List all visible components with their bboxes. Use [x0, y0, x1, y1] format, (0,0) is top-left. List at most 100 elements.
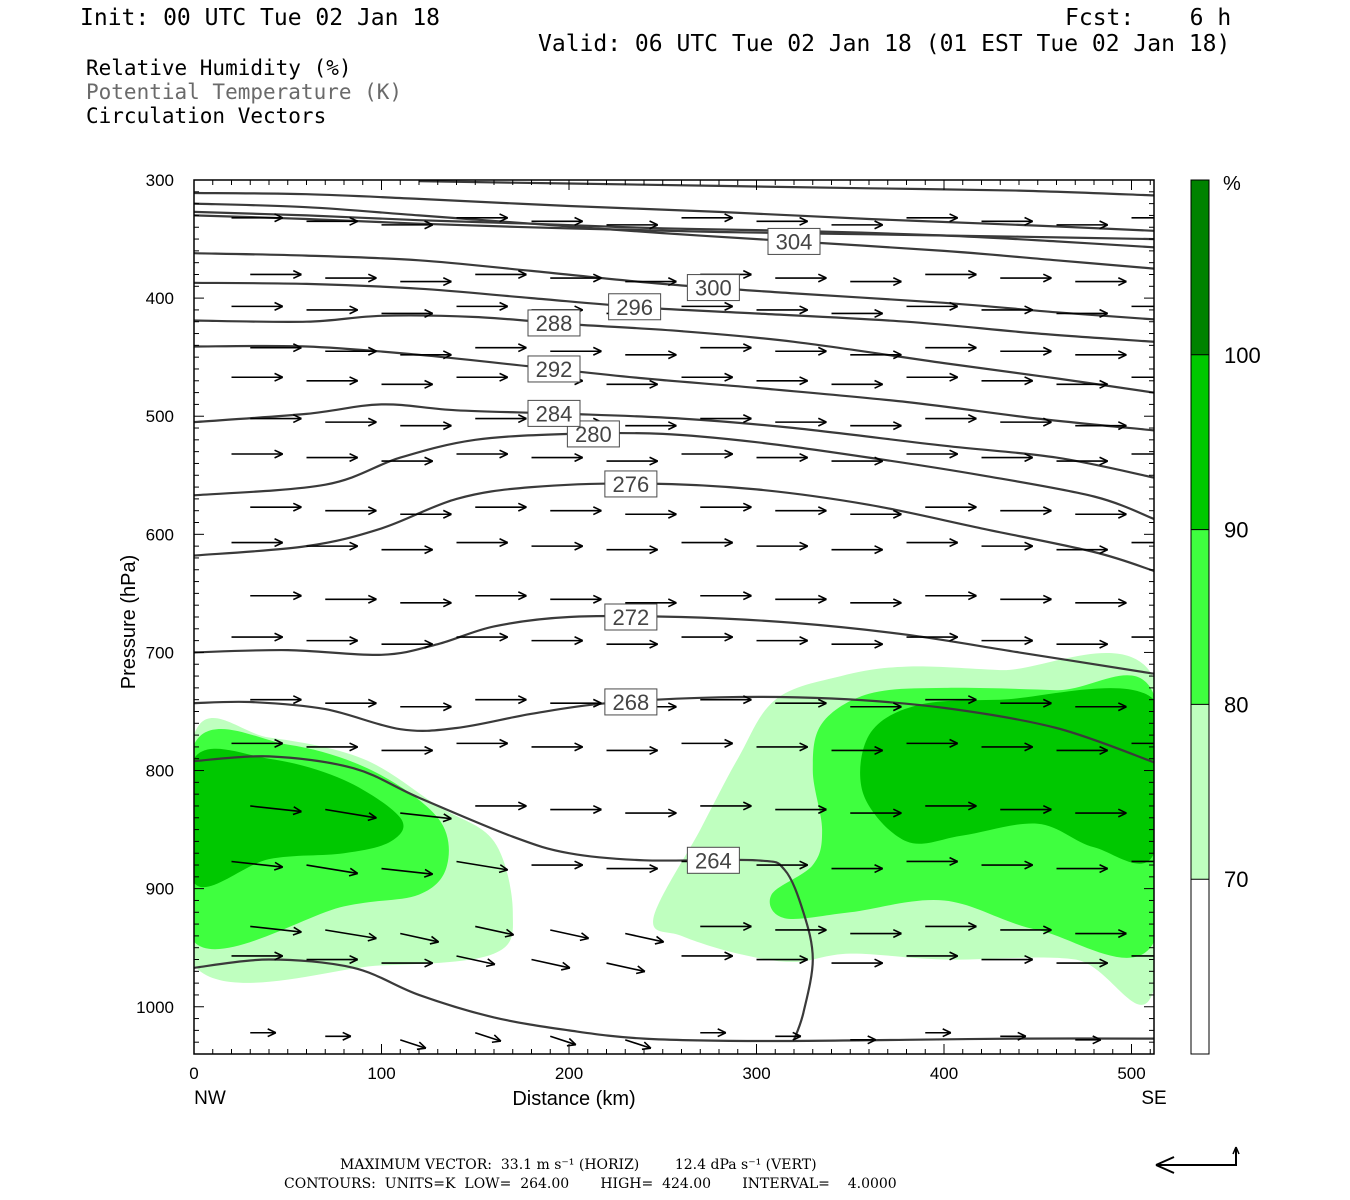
circulation-vector: [250, 343, 302, 353]
circulation-vector: [400, 598, 452, 608]
circulation-vector: [475, 414, 527, 424]
circulation-vector: [250, 925, 302, 936]
circulation-vector: [756, 742, 809, 752]
circulation-vector: [325, 1031, 352, 1041]
y-tick-label: 800: [146, 762, 174, 781]
valid-time: Valid: 06 UTC Tue 02 Jan 18 (01 EST Tue …: [538, 31, 1231, 57]
circulation-vector: [925, 921, 977, 932]
circulation-vector: [550, 273, 602, 283]
circulation-vector: [1075, 598, 1127, 608]
circulation-vector: [306, 954, 359, 965]
contour-label-276: 276: [604, 470, 658, 498]
svg-text:264: 264: [695, 848, 732, 873]
circulation-vector: [1056, 958, 1109, 968]
circulation-vector: [850, 421, 902, 431]
circulation-vector: [775, 417, 827, 427]
circulation-vector: [231, 951, 284, 961]
colorbar-unit: %: [1223, 173, 1241, 195]
circulation-vector: [625, 277, 677, 287]
contour-label-296: 296: [608, 293, 662, 321]
circulation-vector: [925, 269, 977, 280]
circulation-vector: [550, 594, 602, 604]
circulation-vector: [850, 1035, 877, 1045]
circulation-vector: [906, 632, 959, 642]
circulation-vector: [625, 421, 677, 431]
circulation-vector: [1131, 541, 1154, 544]
theta-contour-304: [194, 202, 1154, 270]
circulation-vector: [1075, 421, 1127, 431]
circulation-vector: [700, 502, 752, 512]
circulation-vector: [775, 273, 827, 283]
circulation-vector: [981, 636, 1034, 646]
circulation-vector: [1000, 506, 1052, 516]
circulation-vector: [531, 636, 584, 646]
circulation-vector: [1075, 928, 1127, 939]
circulation-vector: [250, 805, 302, 816]
x-tick-label: 0: [189, 1064, 198, 1083]
circulation-vector: [400, 509, 452, 519]
circulation-vector: [1056, 379, 1109, 389]
init-time: Init: 00 UTC Tue 02 Jan 18: [80, 5, 441, 31]
contour-label-300: 300: [686, 274, 740, 302]
y-axis-label: Pressure (hPa): [118, 555, 140, 690]
circulation-vector: [1000, 346, 1052, 356]
circulation-vector: [981, 954, 1034, 965]
circulation-vector: [231, 449, 284, 459]
circulation-vector: [531, 216, 584, 226]
circulation-vector: [1056, 639, 1109, 649]
circulation-vector: [231, 301, 284, 311]
circulation-vector: [1056, 220, 1109, 230]
circulation-vector: [306, 742, 359, 752]
circulation-vector: [1000, 804, 1052, 815]
theta-contour: [194, 191, 1154, 232]
circulation-vector: [700, 801, 752, 811]
circulation-vector: [756, 376, 809, 386]
svg-text:272: 272: [613, 605, 650, 630]
circulation-vector: [1000, 925, 1052, 935]
theta-contours: [194, 180, 1154, 1043]
circulation-vector: [775, 594, 827, 604]
colorbar-level-label: 70: [1224, 867, 1248, 892]
circulation-vector: [1075, 509, 1127, 519]
circulation-vector: [700, 1028, 727, 1038]
circulation-vector: [306, 864, 359, 877]
circulation-vector: [925, 695, 977, 705]
circulation-vector: [1075, 350, 1127, 360]
colorbar-segment: [1191, 529, 1209, 705]
circulation-vector: [906, 301, 959, 311]
circulation-vector: [475, 343, 527, 353]
circulation-vector: [831, 308, 884, 319]
circulation-vector: [831, 379, 884, 389]
circulation-vector: [400, 702, 452, 712]
circulation-vector: [756, 860, 809, 870]
circulation-vector: [775, 346, 827, 356]
circulation-vector: [1000, 1031, 1027, 1041]
circulation-vector: [906, 449, 959, 459]
circulation-vector: [1056, 456, 1109, 466]
circulation-vector: [1075, 702, 1127, 712]
y-tick-label: 1000: [136, 998, 174, 1017]
circulation-vector: [550, 698, 602, 708]
circulation-vector: [456, 372, 509, 382]
circulation-vector: [625, 932, 665, 945]
circulation-vector: [231, 372, 284, 382]
circulation-vector: [700, 343, 752, 353]
circulation-vector: [681, 538, 734, 548]
theta-contour: [194, 214, 1154, 241]
svg-text:276: 276: [613, 472, 650, 497]
circulation-vector: [325, 273, 377, 283]
circulation-vector: [1056, 864, 1109, 874]
contour-label-288: 288: [527, 309, 581, 337]
circulation-vector: [456, 213, 509, 223]
circulation-vector: [550, 929, 590, 942]
circulation-vector: [306, 541, 359, 551]
x-tick-label: 200: [555, 1064, 583, 1083]
circulation-vector: [381, 958, 434, 968]
circulation-vector: [681, 632, 734, 642]
circulation-vector: [250, 591, 302, 601]
contour-label-304: 304: [767, 227, 821, 255]
circulation-vector: [625, 808, 677, 818]
circulation-vector: [1075, 808, 1127, 818]
circulation-vector: [381, 308, 434, 319]
circulation-vector: [531, 742, 584, 752]
